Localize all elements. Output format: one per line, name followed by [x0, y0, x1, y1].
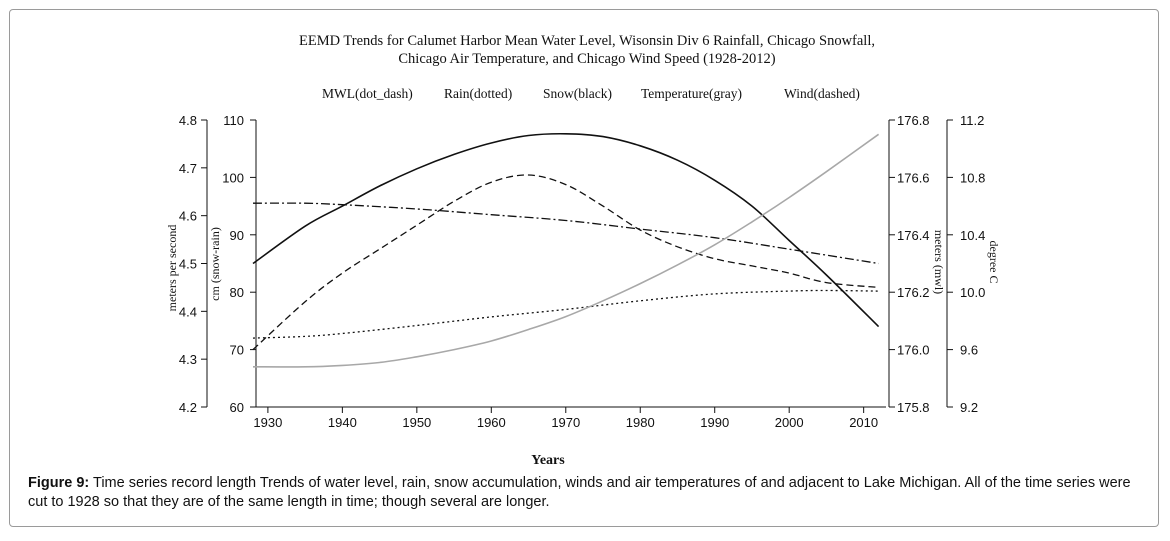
- series-line-snow: [252, 132, 880, 328]
- wind-tick-label: 4.2: [179, 400, 197, 415]
- wind-tick-label: 4.8: [179, 113, 197, 128]
- wind-axis-label: meters per second: [165, 225, 179, 312]
- figure-caption: Figure 9: Time series record length Tren…: [28, 474, 1148, 512]
- snow_rain-tick-label: 80: [230, 285, 244, 300]
- snow_rain-tick-label: 60: [230, 400, 244, 415]
- temperature-tick-label: 10.0: [960, 285, 985, 300]
- temperature-axis-label: degree C: [987, 241, 1001, 284]
- caption-text: Time series record length Trends of wate…: [28, 475, 1131, 510]
- x-tick-label: 1960: [477, 415, 506, 430]
- temperature-tick-label: 10.4: [960, 228, 985, 243]
- wind-tick-label: 4.6: [179, 209, 197, 224]
- snow_rain-tick-label: 110: [223, 113, 244, 128]
- x-axis-label: Years: [531, 453, 565, 468]
- legend-entry-wind: Wind(dashed): [784, 86, 860, 101]
- legend-entry-mwl: MWL(dot_dash): [322, 86, 413, 101]
- series-layer: [252, 132, 880, 368]
- wind-tick-label: 4.3: [179, 352, 197, 367]
- mwl-tick-label: 176.2: [897, 285, 930, 300]
- mwl-axis-label: meters (mwl): [932, 230, 946, 294]
- series-line-temperature: [252, 133, 880, 368]
- legend-entry-snow: Snow(black): [543, 86, 612, 101]
- chart-title-line-2: Chicago Air Temperature, and Chicago Win…: [398, 51, 775, 67]
- snow_rain-tick-label: 100: [222, 170, 244, 185]
- temperature-tick-label: 9.2: [960, 400, 978, 415]
- snow-rain-axis-label: cm (snow-rain): [208, 227, 222, 301]
- snow_rain-tick-label: 90: [230, 228, 244, 243]
- x-tick-label: 1940: [328, 415, 357, 430]
- snow_rain-tick-label: 70: [230, 343, 244, 358]
- mwl-tick-label: 176.0: [897, 343, 930, 358]
- wind-tick-label: 4.7: [179, 161, 197, 176]
- x-tick-label: 1980: [626, 415, 655, 430]
- series-line-wind: [252, 174, 879, 351]
- temperature-tick-label: 9.6: [960, 343, 978, 358]
- chart-title-line-1: EEMD Trends for Calumet Harbor Mean Wate…: [299, 33, 875, 49]
- x-tick-label: 1970: [551, 415, 580, 430]
- legend-entry-temperature: Temperature(gray): [641, 86, 742, 101]
- caption-label: Figure 9:: [28, 475, 90, 491]
- x-tick-label: 2000: [775, 415, 804, 430]
- series-line-rain: [252, 289, 879, 339]
- mwl-tick-label: 176.6: [897, 170, 930, 185]
- wind-tick-label: 4.5: [179, 257, 197, 272]
- series-line-mwl: [252, 202, 879, 265]
- temperature-tick-label: 10.8: [960, 170, 985, 185]
- x-tick-label: 2010: [849, 415, 878, 430]
- temperature-tick-label: 11.2: [960, 113, 984, 128]
- wind-tick-label: 4.4: [179, 304, 197, 319]
- mwl-tick-label: 176.8: [897, 113, 930, 128]
- mwl-tick-label: 176.4: [897, 228, 930, 243]
- axes-layer: 4.2 4.3 4.4 4.5 4.6 4.7 4.8 60 70 80 90 100 110 175.8…: [179, 113, 985, 430]
- x-tick-label: 1950: [402, 415, 431, 430]
- legend-entry-rain: Rain(dotted): [444, 86, 512, 101]
- figure-frame: [9, 9, 1159, 527]
- x-tick-label: 1990: [700, 415, 729, 430]
- x-tick-label: 1930: [253, 415, 282, 430]
- chart: EEMD Trends for Calumet Harbor Mean Wate…: [165, 33, 1001, 468]
- mwl-tick-label: 175.8: [897, 400, 930, 415]
